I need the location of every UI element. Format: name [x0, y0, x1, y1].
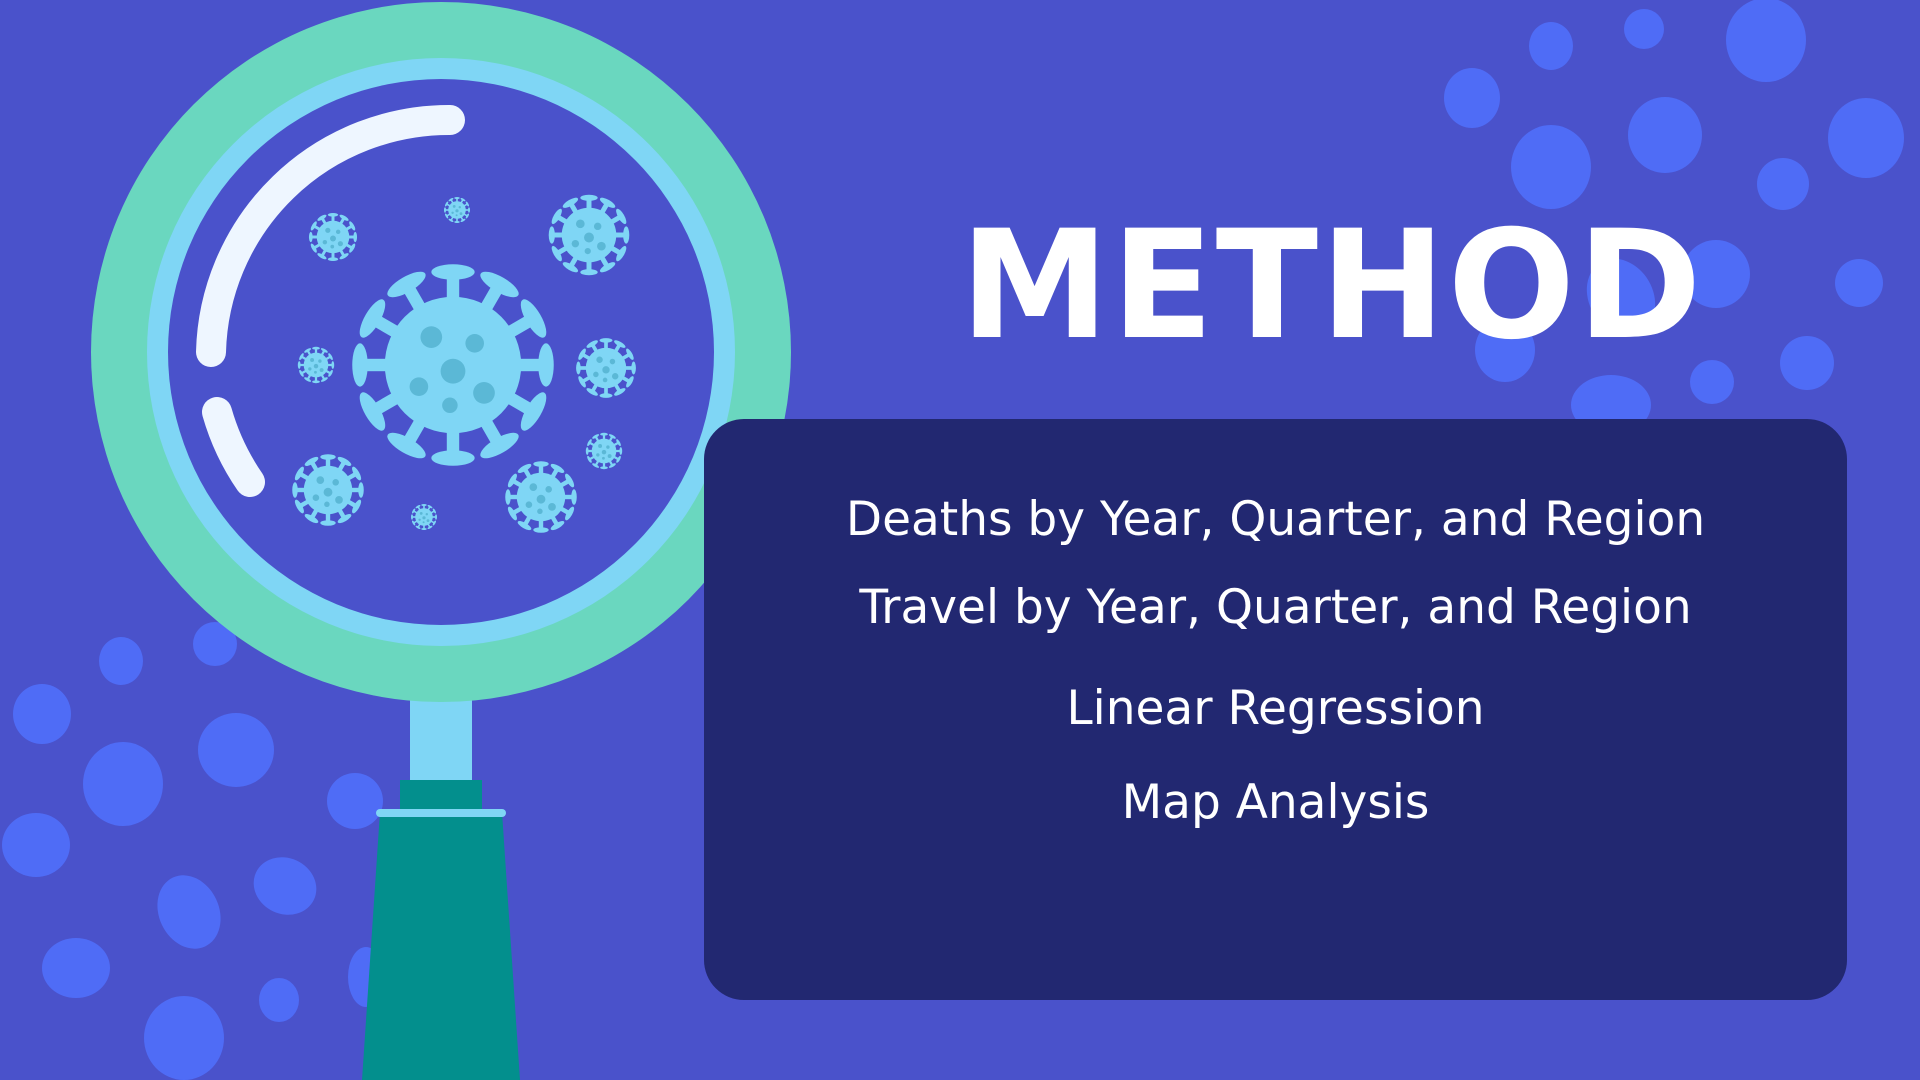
method-item-map: Map Analysis	[1121, 775, 1430, 830]
slide-title: METHOD	[960, 199, 1704, 373]
method-item-travel: Travel by Year, Quarter, and Region	[859, 580, 1692, 635]
method-item-deaths: Deaths by Year, Quarter, and Region	[845, 492, 1706, 547]
method-item-regression: Linear Regression	[1066, 681, 1485, 736]
method-panel: Deaths by Year, Quarter, and Region Trav…	[704, 419, 1847, 1000]
